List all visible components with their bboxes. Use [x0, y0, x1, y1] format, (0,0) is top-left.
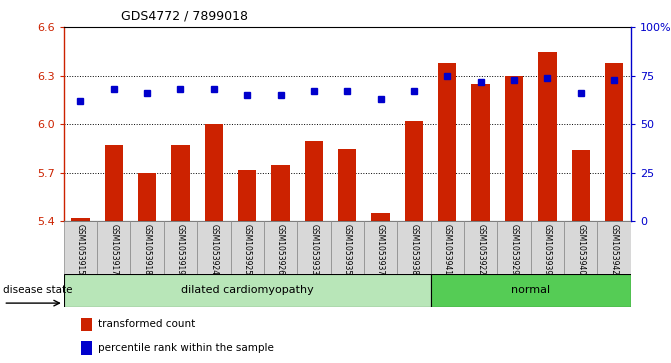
Bar	[231, 221, 264, 274]
Text: GSM1053929: GSM1053929	[509, 224, 519, 275]
Bar	[105, 145, 123, 221]
Bar	[264, 221, 297, 274]
Bar	[572, 150, 590, 221]
Bar	[171, 145, 190, 221]
Text: GSM1053919: GSM1053919	[176, 224, 185, 275]
Bar	[431, 221, 464, 274]
Bar	[505, 76, 523, 221]
Text: GSM1053925: GSM1053925	[243, 224, 252, 275]
Text: GSM1053933: GSM1053933	[309, 224, 319, 275]
Bar	[364, 221, 397, 274]
Text: GSM1053942: GSM1053942	[609, 224, 619, 275]
Bar	[538, 52, 556, 221]
Text: GSM1053937: GSM1053937	[376, 224, 385, 275]
Text: GSM1053924: GSM1053924	[209, 224, 218, 275]
Text: GSM1053918: GSM1053918	[143, 224, 152, 275]
Bar	[64, 274, 431, 307]
Bar	[81, 318, 91, 331]
Bar	[438, 63, 456, 221]
Bar	[372, 213, 390, 221]
Bar	[71, 218, 90, 221]
Text: GSM1053926: GSM1053926	[276, 224, 285, 275]
Bar	[64, 221, 97, 274]
Text: normal: normal	[511, 285, 550, 295]
Bar	[405, 121, 423, 221]
Bar	[138, 173, 156, 221]
Bar	[497, 221, 531, 274]
Bar	[97, 221, 130, 274]
Text: GSM1053938: GSM1053938	[409, 224, 419, 275]
Bar	[431, 274, 631, 307]
Text: GSM1053940: GSM1053940	[576, 224, 585, 275]
Text: GDS4772 / 7899018: GDS4772 / 7899018	[121, 9, 248, 22]
Bar	[238, 170, 256, 221]
Bar	[197, 221, 231, 274]
Bar	[331, 221, 364, 274]
Bar	[397, 221, 431, 274]
Text: GSM1053915: GSM1053915	[76, 224, 85, 275]
Bar	[605, 63, 623, 221]
Bar	[81, 342, 91, 355]
Text: GSM1053917: GSM1053917	[109, 224, 118, 275]
Text: GSM1053922: GSM1053922	[476, 224, 485, 275]
Text: GSM1053941: GSM1053941	[443, 224, 452, 275]
Text: GSM1053935: GSM1053935	[343, 224, 352, 275]
Text: dilated cardiomyopathy: dilated cardiomyopathy	[180, 285, 313, 295]
Bar	[597, 221, 631, 274]
Text: transformed count: transformed count	[98, 319, 195, 330]
Bar	[205, 124, 223, 221]
Text: disease state: disease state	[3, 285, 73, 295]
Bar	[472, 84, 490, 221]
Text: GSM1053939: GSM1053939	[543, 224, 552, 275]
Bar	[305, 140, 323, 221]
Bar	[271, 165, 290, 221]
Bar	[564, 221, 597, 274]
Bar	[164, 221, 197, 274]
Bar	[338, 148, 356, 221]
Bar	[464, 221, 497, 274]
Text: percentile rank within the sample: percentile rank within the sample	[98, 343, 274, 353]
Bar	[130, 221, 164, 274]
Bar	[297, 221, 331, 274]
Bar	[531, 221, 564, 274]
